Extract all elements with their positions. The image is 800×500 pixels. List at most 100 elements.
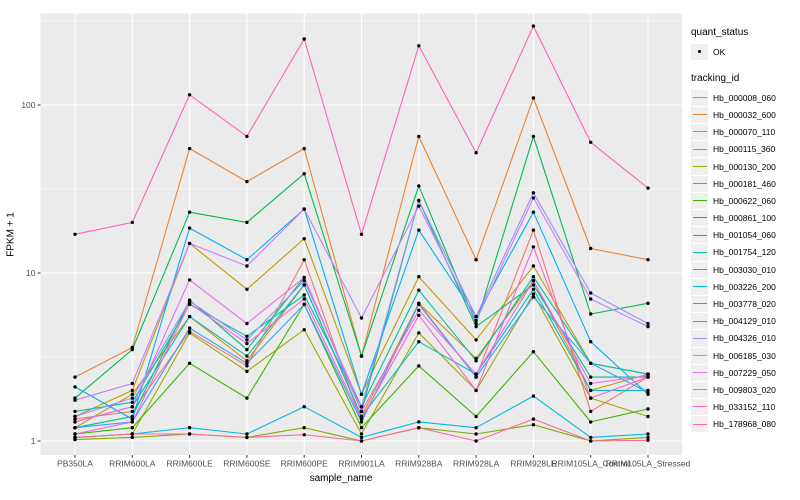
series-color-swatch-icon [692, 97, 707, 99]
legend-key-line [691, 210, 708, 227]
data-point [474, 258, 478, 262]
data-point [531, 24, 536, 28]
data-point [359, 316, 364, 320]
data-point [73, 435, 77, 440]
data-point [417, 134, 421, 139]
data-point [531, 279, 536, 283]
legend-entry-label: Hb_000622_060 [713, 195, 776, 206]
data-point [646, 432, 650, 436]
legend-entry-label: Hb_001754_120 [713, 247, 776, 258]
data-point [531, 196, 536, 200]
data-point [302, 405, 306, 409]
data-point [187, 210, 192, 214]
data-point [646, 301, 650, 305]
x-tick-label: RRIM600LA [109, 459, 156, 469]
data-point [187, 241, 192, 246]
legend-entry: Hb_000070_110 [691, 124, 799, 141]
legend-entry-label: Hb_009803_020 [713, 384, 776, 395]
data-point [474, 338, 478, 342]
data-point [531, 275, 536, 279]
legend-key-line [691, 313, 708, 330]
data-point [302, 207, 306, 211]
legend-entry: Hb_007229_050 [691, 364, 799, 381]
data-point [245, 134, 249, 139]
legend-key-line [691, 364, 708, 381]
data-point [646, 414, 650, 419]
legend-entry: Hb_003226_200 [691, 278, 799, 295]
legend-entry: Hb_000181_460 [691, 175, 799, 192]
data-point [130, 392, 134, 396]
data-point [245, 264, 249, 268]
legend-entry: Hb_001754_120 [691, 244, 799, 261]
series-color-swatch-icon [692, 165, 707, 167]
series-color-swatch-icon [692, 148, 707, 150]
legend-entry-label: Hb_001054_060 [713, 230, 776, 241]
data-point [73, 375, 77, 379]
data-point [646, 438, 650, 442]
data-point [130, 420, 134, 424]
data-point [130, 432, 134, 436]
data-point [73, 232, 77, 236]
data-point [73, 420, 77, 424]
data-point [417, 288, 421, 292]
legend-entry: Hb_033152_110 [691, 399, 799, 416]
y-tick-label: 1 [31, 436, 36, 446]
data-point [187, 146, 192, 151]
data-point [187, 331, 192, 335]
legend: quant_status OK tracking_id Hb_000008_06… [691, 27, 799, 433]
data-point [187, 314, 192, 319]
legend-key-line [691, 278, 708, 295]
data-point [187, 426, 192, 430]
series-color-swatch-icon [692, 320, 707, 322]
data-point [245, 287, 249, 291]
data-point [359, 409, 364, 414]
data-point [302, 426, 306, 430]
data-point [359, 420, 364, 424]
data-point [187, 226, 192, 230]
data-point [474, 439, 478, 443]
data-point [474, 426, 478, 430]
series-color-swatch-icon [692, 406, 707, 408]
data-point [417, 308, 421, 312]
legend-entry-label: Hb_003030_010 [713, 264, 776, 275]
data-point [474, 432, 478, 436]
data-point [187, 432, 192, 436]
data-point [130, 220, 134, 225]
data-point [531, 134, 536, 139]
x-tick-label: RRIM105LA_Control [551, 459, 630, 469]
data-point [646, 407, 650, 411]
legend-entry-label: Hb_000115_360 [713, 144, 776, 155]
legend-entry-label: Hb_033152_110 [713, 402, 776, 413]
data-point [359, 414, 364, 419]
data-point [531, 210, 536, 214]
data-point [474, 388, 478, 393]
data-point [130, 409, 134, 414]
data-point [417, 198, 421, 203]
data-point [589, 439, 593, 443]
series-color-swatch-icon [692, 337, 707, 339]
data-point [130, 388, 134, 393]
data-point [187, 326, 192, 330]
legend-entry: Hb_001054_060 [691, 227, 799, 244]
series-color-swatch-icon [692, 423, 707, 425]
data-point [187, 301, 192, 305]
series-color-swatch-icon [692, 251, 707, 253]
data-point [130, 414, 134, 419]
data-point [245, 334, 249, 338]
data-point [187, 93, 192, 97]
legend-key-line [691, 330, 708, 347]
data-point [474, 324, 478, 329]
legend-key-point [691, 43, 708, 60]
data-point [245, 432, 249, 436]
x-tick-label: RRIM928LE [510, 459, 557, 469]
data-point [245, 179, 249, 184]
y-axis-title: FPKM + 1 [5, 212, 17, 257]
data-point [646, 375, 650, 379]
data-point [589, 291, 593, 295]
data-point [302, 275, 306, 280]
x-tick-label: RRIM928LA [453, 459, 500, 469]
data-point [589, 388, 593, 393]
data-point [302, 328, 306, 332]
data-point [130, 396, 134, 400]
